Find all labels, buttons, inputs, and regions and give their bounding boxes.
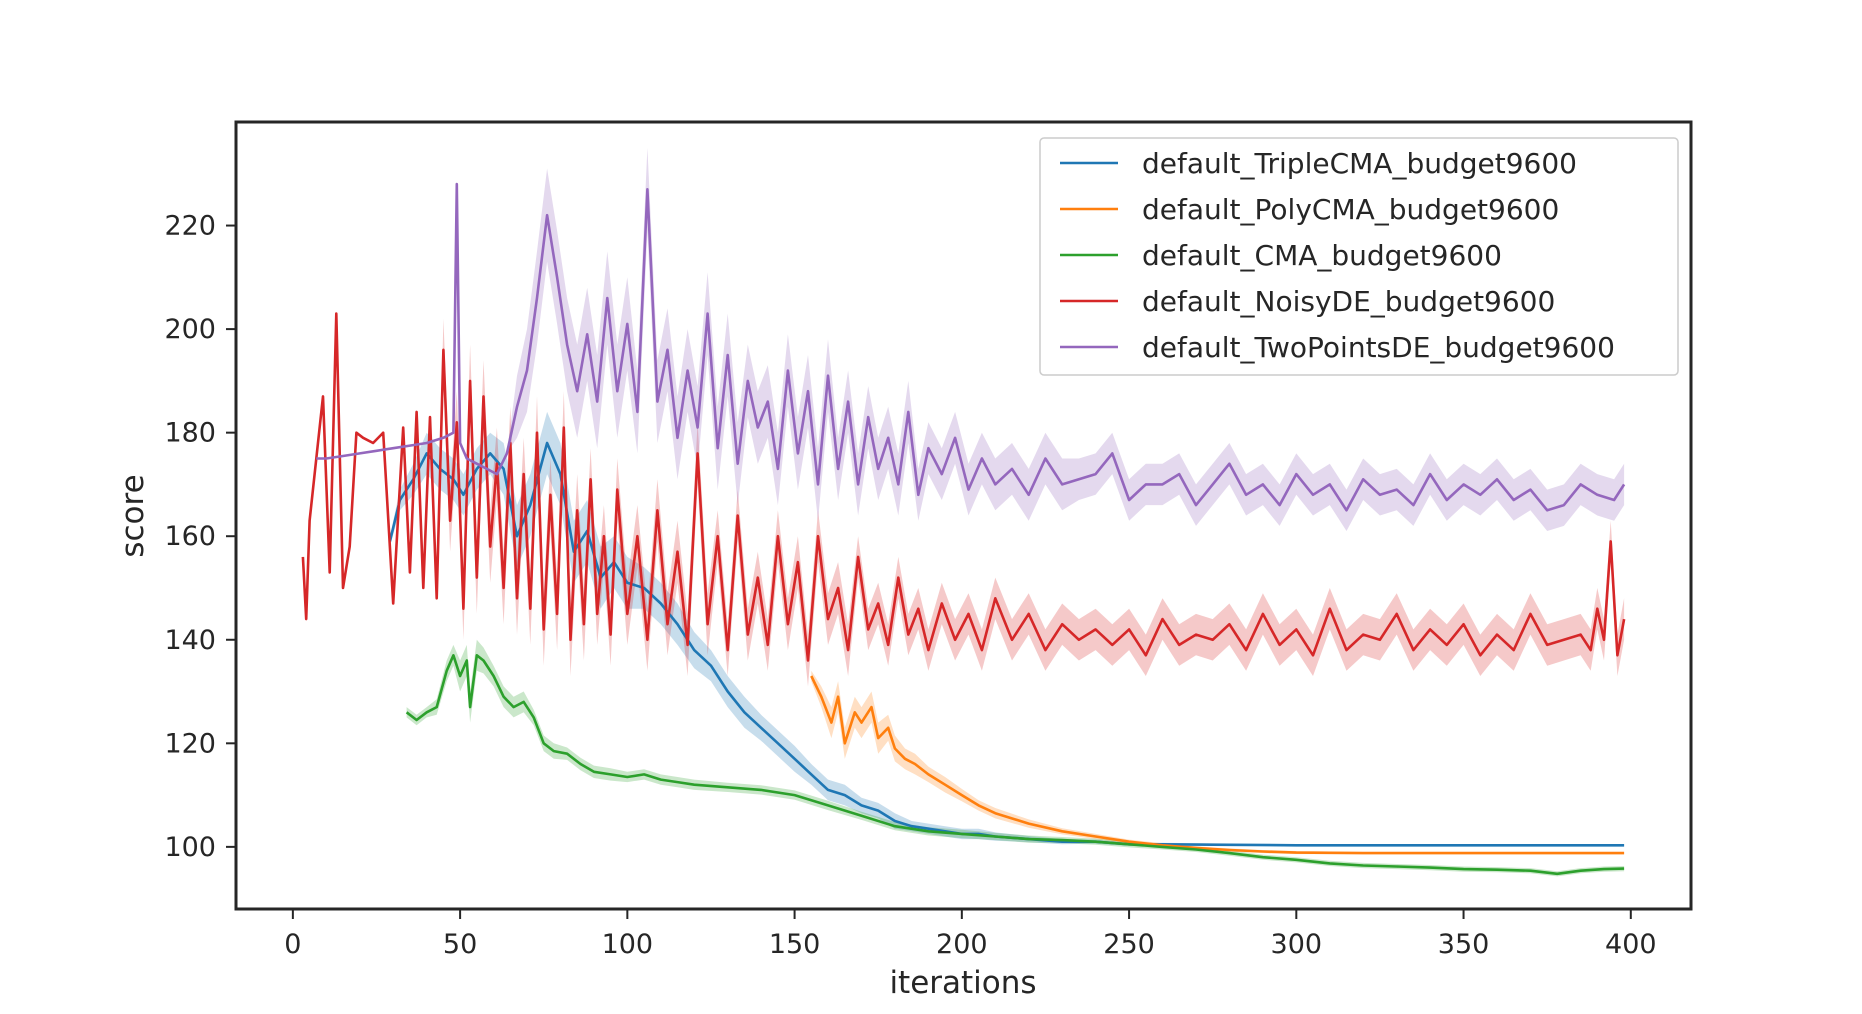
x-tick-label: 150: [769, 929, 821, 960]
x-tick-label: 50: [443, 929, 477, 960]
x-tick-label: 350: [1438, 929, 1490, 960]
x-tick-label: 300: [1271, 929, 1323, 960]
plot-area-frame: [234, 120, 1693, 911]
legend-label: default_CMA_budget9600: [1142, 239, 1502, 272]
y-tick-label: 180: [164, 418, 216, 449]
series-line-default-twopointsde-budget9600: [316, 182, 1626, 512]
y-tick-label: 200: [164, 314, 216, 345]
x-tick-label: 400: [1605, 929, 1657, 960]
band-default-twopointsde-budget9600: [316, 147, 1625, 531]
x-axis-label: iterations: [889, 965, 1036, 1001]
y-axis-ticks: 100 120 140 160 180 200 220: [164, 211, 236, 863]
x-tick-label: 200: [936, 929, 988, 960]
x-tick-label: 100: [602, 929, 654, 960]
band-default-noisyde-budget9600: [302, 313, 1625, 687]
band-default-cma-budget9600: [406, 639, 1625, 877]
y-axis-label: score: [115, 474, 151, 557]
legend-items: default_TripleCMA_budget9600 default_Poly…: [1060, 147, 1615, 364]
legend-box: [1039, 137, 1679, 376]
y-tick-label: 160: [164, 521, 216, 552]
y-tick-label: 220: [164, 211, 216, 242]
y-tick-label: 120: [164, 728, 216, 759]
legend: default_TripleCMA_budget9600 default_Poly…: [1039, 137, 1679, 376]
legend-label: default_TwoPointsDE_budget9600: [1142, 331, 1615, 364]
series-line-default-cma-budget9600: [405, 653, 1625, 876]
confidence-bands: [302, 147, 1625, 877]
y-tick-label: 140: [164, 625, 216, 656]
series-line-default-polycma-budget9600: [810, 675, 1625, 855]
legend-label: default_PolyCMA_budget9600: [1142, 193, 1559, 226]
x-tick-label: 0: [284, 929, 301, 960]
x-axis-ticks: 0 50 100 150 200 250 300 350 400: [284, 909, 1657, 960]
legend-label: default_TripleCMA_budget9600: [1142, 147, 1577, 180]
x-tick-label: 250: [1103, 929, 1155, 960]
legend-label: default_NoisyDE_budget9600: [1142, 285, 1555, 318]
series-lines: [301, 182, 1626, 876]
y-tick-label: 100: [164, 832, 216, 863]
